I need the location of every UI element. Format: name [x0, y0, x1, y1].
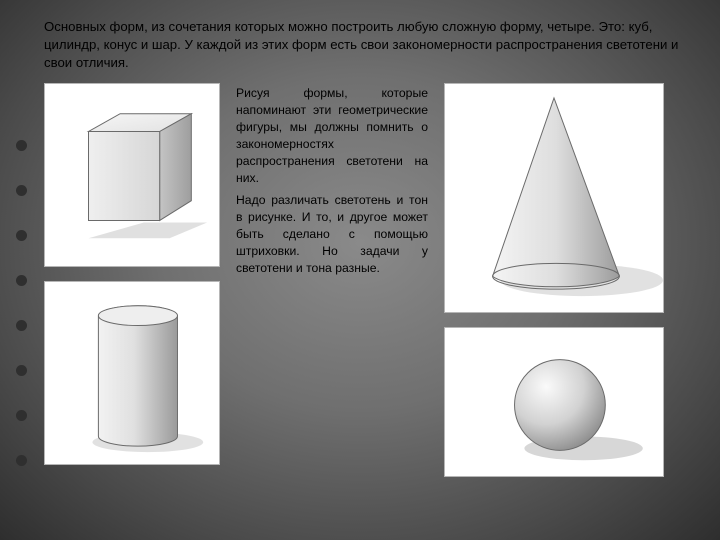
- figure-cone: [444, 83, 664, 313]
- cylinder-icon: [45, 282, 219, 464]
- sphere-icon: [445, 328, 663, 476]
- cone-icon: [445, 84, 663, 312]
- content-grid: Рисуя формы, которые напоминают эти геом…: [44, 83, 692, 465]
- gutter-dot: [16, 365, 27, 376]
- gutter-dot: [16, 140, 27, 151]
- cube-icon: [45, 84, 219, 266]
- gutter-dot: [16, 410, 27, 421]
- figure-sphere: [444, 327, 664, 477]
- gutter-dot: [16, 455, 27, 466]
- gutter-dot: [16, 320, 27, 331]
- body-text: Рисуя формы, которые напоминают эти геом…: [234, 83, 430, 282]
- gutter-dot: [16, 275, 27, 286]
- gutter-dot: [16, 230, 27, 241]
- figure-cylinder: [44, 281, 220, 465]
- slide-gutter: [16, 140, 30, 520]
- body-paragraph-2: Надо различать светотень и тон в рисунке…: [236, 192, 428, 276]
- gutter-dot: [16, 185, 27, 196]
- figure-cube: [44, 83, 220, 267]
- body-paragraph-1: Рисуя формы, которые напоминают эти геом…: [236, 85, 428, 186]
- header-paragraph: Основных форм, из сочетания которых можн…: [44, 18, 692, 71]
